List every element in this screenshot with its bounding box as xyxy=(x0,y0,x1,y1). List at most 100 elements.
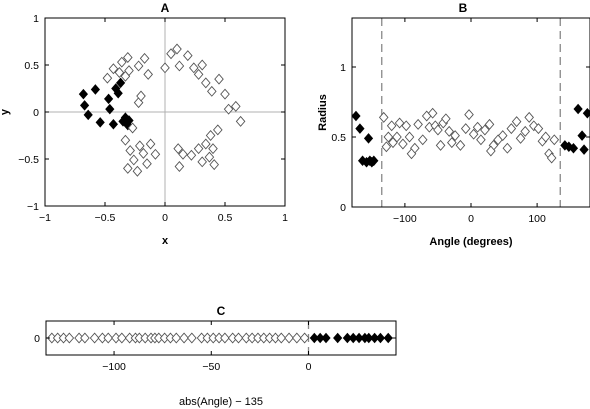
open-point-1-40 xyxy=(540,131,551,143)
filled-point-0-14 xyxy=(124,115,134,126)
x-tick-label: 100 xyxy=(528,213,546,225)
open-point-1-35 xyxy=(520,125,531,137)
open-point-1-14 xyxy=(435,139,446,151)
open-point-1-6 xyxy=(123,51,133,63)
open-point-1-30 xyxy=(497,130,508,142)
open-point-1-45 xyxy=(383,131,394,143)
panel-title: B xyxy=(459,1,468,15)
open-point-1-22 xyxy=(187,332,197,344)
open-point-1-36 xyxy=(524,111,534,123)
open-point-1-3 xyxy=(117,56,127,68)
filled-point-0-3 xyxy=(90,84,100,95)
open-point-1-26 xyxy=(480,124,490,136)
filled-point-0-7 xyxy=(369,155,379,167)
open-point-1-32 xyxy=(506,123,517,135)
open-point-1-6 xyxy=(89,332,100,344)
open-point-1-38 xyxy=(533,123,544,135)
open-point-1-9 xyxy=(143,68,153,80)
filled-point-0-4 xyxy=(95,117,105,128)
x-tick-label: −1 xyxy=(39,212,51,224)
x-axis-label: x xyxy=(162,235,169,247)
open-point-1-24 xyxy=(235,115,246,127)
x-tick-label: −0.5 xyxy=(95,212,116,224)
filled-point-0-13 xyxy=(579,144,589,155)
filled-point-0-3 xyxy=(333,332,343,344)
open-point-1-5 xyxy=(401,120,412,132)
open-point-1-25 xyxy=(476,134,486,146)
open-point-1-27 xyxy=(201,138,211,150)
filled-point-0-10 xyxy=(116,77,126,89)
open-point-1-14 xyxy=(183,50,193,62)
filled-point-0-11 xyxy=(573,103,583,115)
y-tick-label: 0.5 xyxy=(331,132,346,144)
open-point-1-8 xyxy=(413,118,423,130)
open-point-1-35 xyxy=(174,161,185,173)
open-point-1-32 xyxy=(193,143,204,155)
open-point-1-16 xyxy=(441,113,451,125)
x-tick-label: −100 xyxy=(102,361,126,373)
open-point-1-34 xyxy=(515,132,526,144)
open-point-1-6 xyxy=(404,131,415,143)
open-point-1-2 xyxy=(114,67,125,79)
y-axis-label: y xyxy=(0,108,11,115)
open-point-1-33 xyxy=(186,149,197,161)
open-point-1-11 xyxy=(166,48,176,60)
open-point-1-27 xyxy=(220,332,230,344)
filled-point-0-1 xyxy=(80,100,90,111)
open-point-1-17 xyxy=(197,59,207,71)
open-point-1-26 xyxy=(205,130,216,141)
y-tick-label: −1 xyxy=(27,201,39,213)
open-point-1-43 xyxy=(549,134,560,146)
open-point-1-1 xyxy=(386,120,397,132)
open-point-1-31 xyxy=(197,156,207,168)
open-point-1-3 xyxy=(394,117,405,129)
open-point-1-8 xyxy=(139,52,150,64)
filled-point-0-4 xyxy=(363,133,374,144)
filled-point-0-0 xyxy=(351,110,361,122)
filled-point-0-0 xyxy=(78,88,88,100)
open-point-1-15 xyxy=(189,62,199,74)
open-point-1-18 xyxy=(447,137,457,149)
x-tick-label: 0.5 xyxy=(218,212,233,224)
open-point-1-48 xyxy=(433,124,443,136)
open-point-1-0 xyxy=(381,141,392,153)
open-point-1-49 xyxy=(486,145,496,157)
open-point-1-23 xyxy=(468,128,479,140)
panel-b: −100 0 100 0 0.5 1 B Angle (degrees) Radius xyxy=(317,1,590,248)
open-point-1-9 xyxy=(417,134,428,146)
open-point-1-46 xyxy=(388,137,398,149)
filled-point-0-11 xyxy=(383,332,393,344)
open-point-1-49 xyxy=(136,90,146,102)
open-point-1-28 xyxy=(208,143,218,155)
open-point-1-16 xyxy=(193,68,204,80)
open-point-1-22 xyxy=(464,109,474,121)
panel-title: C xyxy=(217,304,226,318)
filled-point-0-9 xyxy=(113,87,123,99)
open-point-1-8 xyxy=(103,332,114,344)
open-point-1-27 xyxy=(484,118,495,130)
y-tick-label: 1 xyxy=(340,62,346,74)
open-point-1-44 xyxy=(125,145,135,157)
panel-a: −1 −0.5 0 0.5 1 −1 −0.5 0 0.5 1 Ax y xyxy=(0,1,288,247)
open-point-1-34 xyxy=(178,148,188,160)
open-point-1-20 xyxy=(455,139,466,151)
x-axis-label: Angle (degrees) xyxy=(429,236,512,248)
open-point-1-29 xyxy=(204,151,215,163)
y-tick-label: 1 xyxy=(33,13,39,25)
open-point-1-5 xyxy=(80,332,90,344)
filled-point-0-1 xyxy=(355,123,365,134)
y-tick-label: 0.5 xyxy=(24,60,39,72)
x-tick-label: 0 xyxy=(306,361,312,373)
open-point-1-37 xyxy=(529,120,539,132)
filled-point-0-12 xyxy=(577,130,587,141)
filled-point-0-2 xyxy=(321,332,331,344)
open-point-1-7 xyxy=(133,60,144,72)
open-point-1-44 xyxy=(378,111,389,123)
open-point-1-0 xyxy=(102,72,113,84)
open-point-1-36 xyxy=(173,143,183,155)
open-point-1-19 xyxy=(450,130,460,142)
open-point-1-29 xyxy=(233,332,244,344)
open-point-1-47 xyxy=(127,122,138,134)
open-point-1-18 xyxy=(201,77,211,89)
